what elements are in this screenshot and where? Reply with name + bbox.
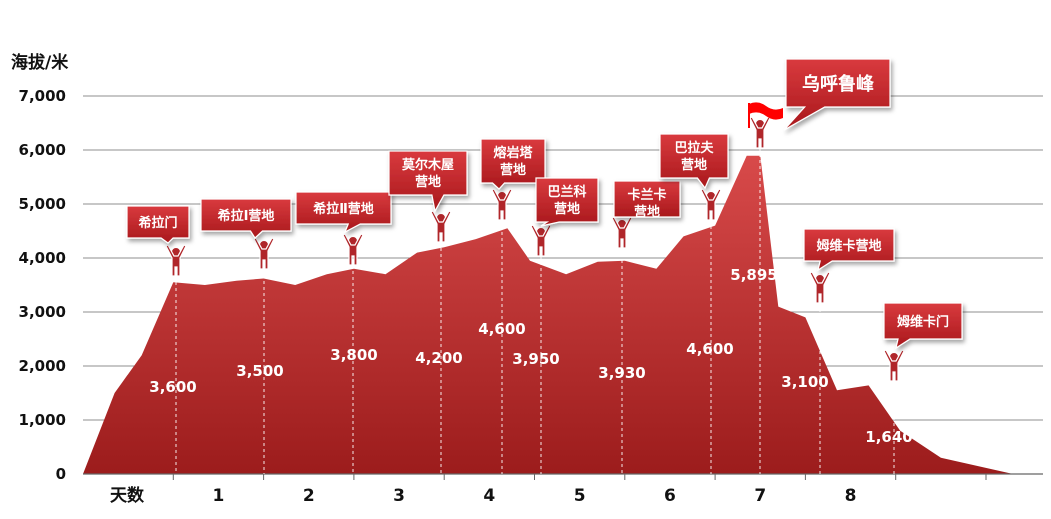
y-tick-label: 6,000 (19, 141, 66, 159)
callout-box (388, 150, 468, 213)
elevation-area (83, 155, 1014, 474)
hiker-figure-icon (530, 224, 552, 257)
camp-mark: 3,100 姆维卡营地 (781, 228, 895, 474)
hiker-figure-icon (749, 116, 771, 149)
callout-label: 姆维卡营地 (816, 238, 881, 254)
callout-label: 姆维卡门 (897, 314, 949, 330)
value-label: 3,600 (149, 378, 196, 396)
hiker-figure-icon (809, 271, 831, 304)
value-label: 4,200 (415, 349, 462, 367)
callout-box (535, 177, 599, 227)
y-tick-label: 5,000 (19, 195, 66, 213)
x-tick-label: 2 (303, 486, 315, 506)
x-tick-label: 4 (483, 486, 495, 506)
camp-mark: 3,600 希拉门 (126, 205, 197, 474)
value-label: 3,950 (512, 350, 559, 368)
callout-label: 莫尔木屋 (401, 157, 454, 173)
camp-mark: 1,640 姆维卡门 (865, 302, 963, 474)
callout-box (803, 228, 895, 272)
callout-box (126, 205, 190, 244)
x-tick-label: 6 (664, 486, 676, 506)
camp-mark: 3,500 希拉I营地 (200, 198, 292, 474)
callout-label: 营地 (500, 162, 526, 178)
callout-box (783, 58, 891, 131)
x-tick-label: 1 (213, 486, 225, 506)
callout-box (200, 198, 292, 239)
callout-label: 希拉I营地 (218, 208, 275, 224)
callout-label: 熔岩塔 (493, 145, 533, 161)
x-tick-label: 5 (574, 486, 586, 506)
callout-label: 营地 (554, 201, 580, 217)
value-label: 5,895 (730, 266, 777, 284)
hiker-figure-icon (700, 188, 722, 221)
y-tick-label: 7,000 (19, 87, 66, 105)
callout-box (613, 180, 681, 218)
hiker-figure-icon (611, 216, 633, 249)
value-label: 3,500 (236, 362, 283, 380)
hiker-figure-icon (165, 244, 187, 277)
value-label: 3,100 (781, 373, 828, 391)
callout-label: 希拉Ⅱ营地 (313, 201, 374, 217)
y-tick-label: 1,000 (19, 411, 66, 429)
callout-label: 营地 (634, 204, 660, 220)
callout-label: 营地 (681, 157, 707, 173)
callout-box (480, 138, 546, 190)
value-label: 1,640 (865, 428, 912, 446)
callout-label: 巴拉夫 (674, 140, 714, 156)
camp-mark: 3,800 希拉Ⅱ营地 (295, 191, 392, 474)
callout-label: 卡兰卡 (627, 187, 666, 203)
hiker-figure-icon (430, 210, 452, 243)
value-label: 4,600 (478, 320, 525, 338)
camp-mark: 5,895 乌呼鲁峰 (730, 58, 891, 474)
callout-label: 乌呼鲁峰 (802, 73, 875, 95)
callout-label: 希拉门 (138, 215, 177, 231)
hiker-figure-icon (253, 237, 275, 270)
x-tick-label: 3 (393, 486, 405, 506)
callout-label: 营地 (415, 174, 441, 190)
hiker-figure-icon (491, 188, 513, 221)
value-label: 4,600 (686, 340, 733, 358)
y-tick-label: 3,000 (19, 303, 66, 321)
y-axis-title: 海拔/米 (11, 52, 69, 73)
value-label: 3,930 (598, 364, 645, 382)
y-tick-label: 4,000 (19, 249, 66, 267)
callout-box (295, 191, 392, 234)
camp-marks: 3,600希拉门3,500希拉I营地3,800希拉Ⅱ营地4,200莫尔木屋营地4… (126, 58, 963, 474)
y-tick-label: 0 (56, 465, 66, 483)
hiker-figure-icon (342, 233, 364, 266)
callout-box (883, 302, 963, 350)
x-tick-label: 8 (845, 486, 857, 506)
callout-label: 巴兰科 (547, 184, 586, 200)
hiker-figure-icon (883, 349, 905, 382)
x-axis: 1 2 3 4 5 6 7 8 (83, 473, 1043, 506)
x-tick-label: 7 (754, 486, 766, 506)
y-tick-label: 2,000 (19, 357, 66, 375)
summit-flag-icon (748, 102, 783, 128)
value-label: 3,800 (330, 346, 377, 364)
callout-box (659, 133, 729, 190)
x-axis-title: 天数 (110, 485, 145, 506)
